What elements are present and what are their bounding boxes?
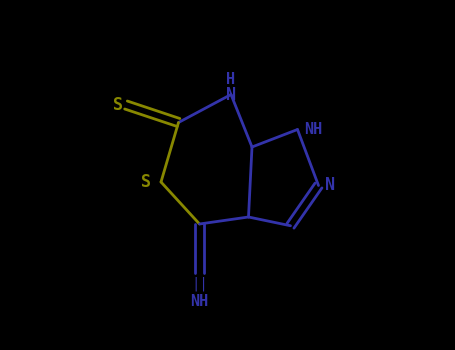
Text: S: S: [141, 173, 151, 191]
Text: NH: NH: [190, 294, 209, 309]
Text: ||: ||: [191, 276, 208, 291]
Text: S: S: [112, 96, 122, 114]
Text: N: N: [325, 176, 335, 195]
Text: N: N: [226, 85, 236, 104]
Text: NH: NH: [304, 122, 323, 137]
Text: H: H: [227, 72, 236, 88]
